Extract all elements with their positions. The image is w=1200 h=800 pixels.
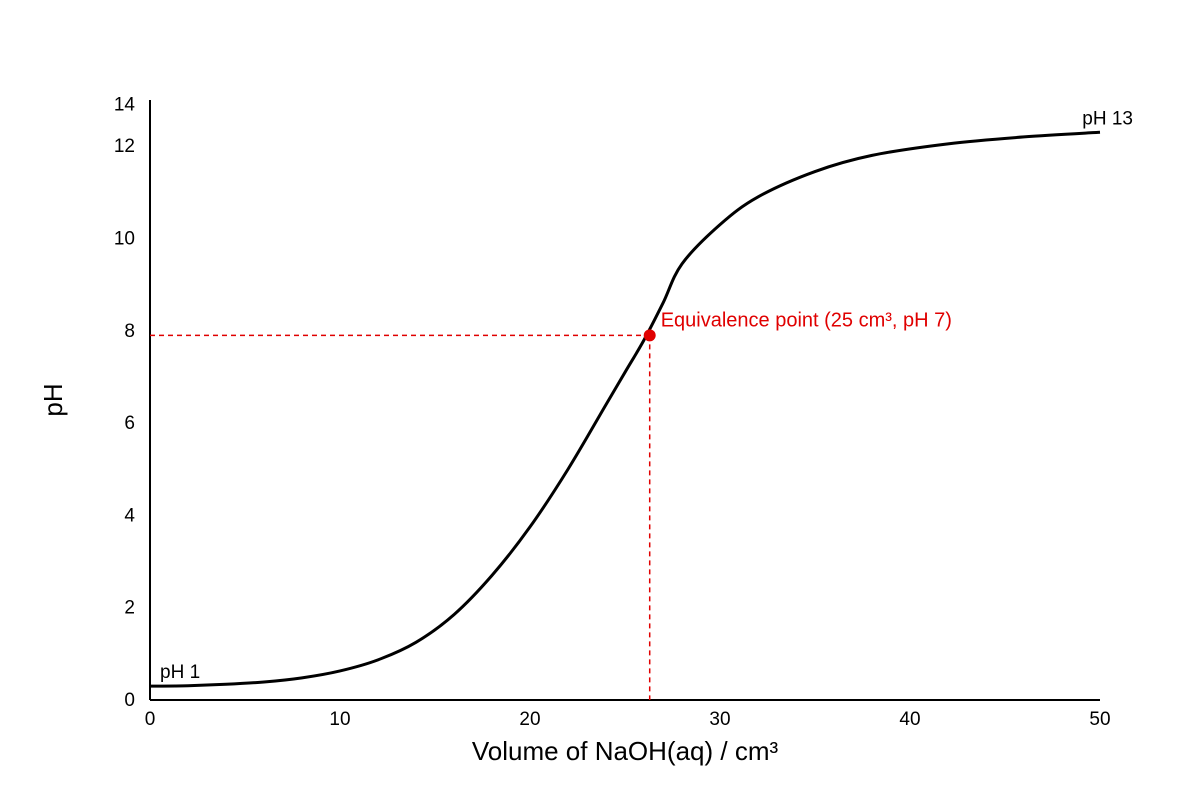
y-tick-labels: 0 2 4 6 8 10 12 14: [114, 95, 136, 711]
x-tick-label: 30: [709, 709, 730, 730]
y-tick-label: 6: [124, 413, 135, 434]
x-axis-title: Volume of NaOH(aq) / cm³: [472, 736, 779, 766]
x-tick-label: 20: [519, 709, 540, 730]
x-tick-label: 0: [145, 709, 156, 730]
y-tick-label: 14: [114, 95, 136, 116]
y-tick-label: 0: [124, 690, 135, 711]
equivalence-point-marker: [643, 329, 656, 342]
end-ph-label: pH 13: [1082, 108, 1133, 129]
titration-curve: [149, 130, 1101, 688]
start-ph-label: pH 1: [160, 662, 200, 683]
y-axis-title: pH: [38, 383, 68, 416]
y-tick-label: 12: [114, 136, 135, 157]
x-tick-label: 40: [899, 709, 920, 730]
y-tick-label: 10: [114, 228, 135, 249]
x-tick-label: 50: [1089, 709, 1110, 730]
y-tick-label: 4: [124, 505, 135, 526]
equivalence-point-label: Equivalence point (25 cm³, pH 7): [661, 309, 952, 331]
y-tick-label: 2: [124, 598, 135, 619]
y-tick-label: 8: [124, 321, 135, 342]
x-tick-labels: 0 10 20 30 40 50: [145, 709, 1111, 730]
x-tick-label: 10: [329, 709, 350, 730]
